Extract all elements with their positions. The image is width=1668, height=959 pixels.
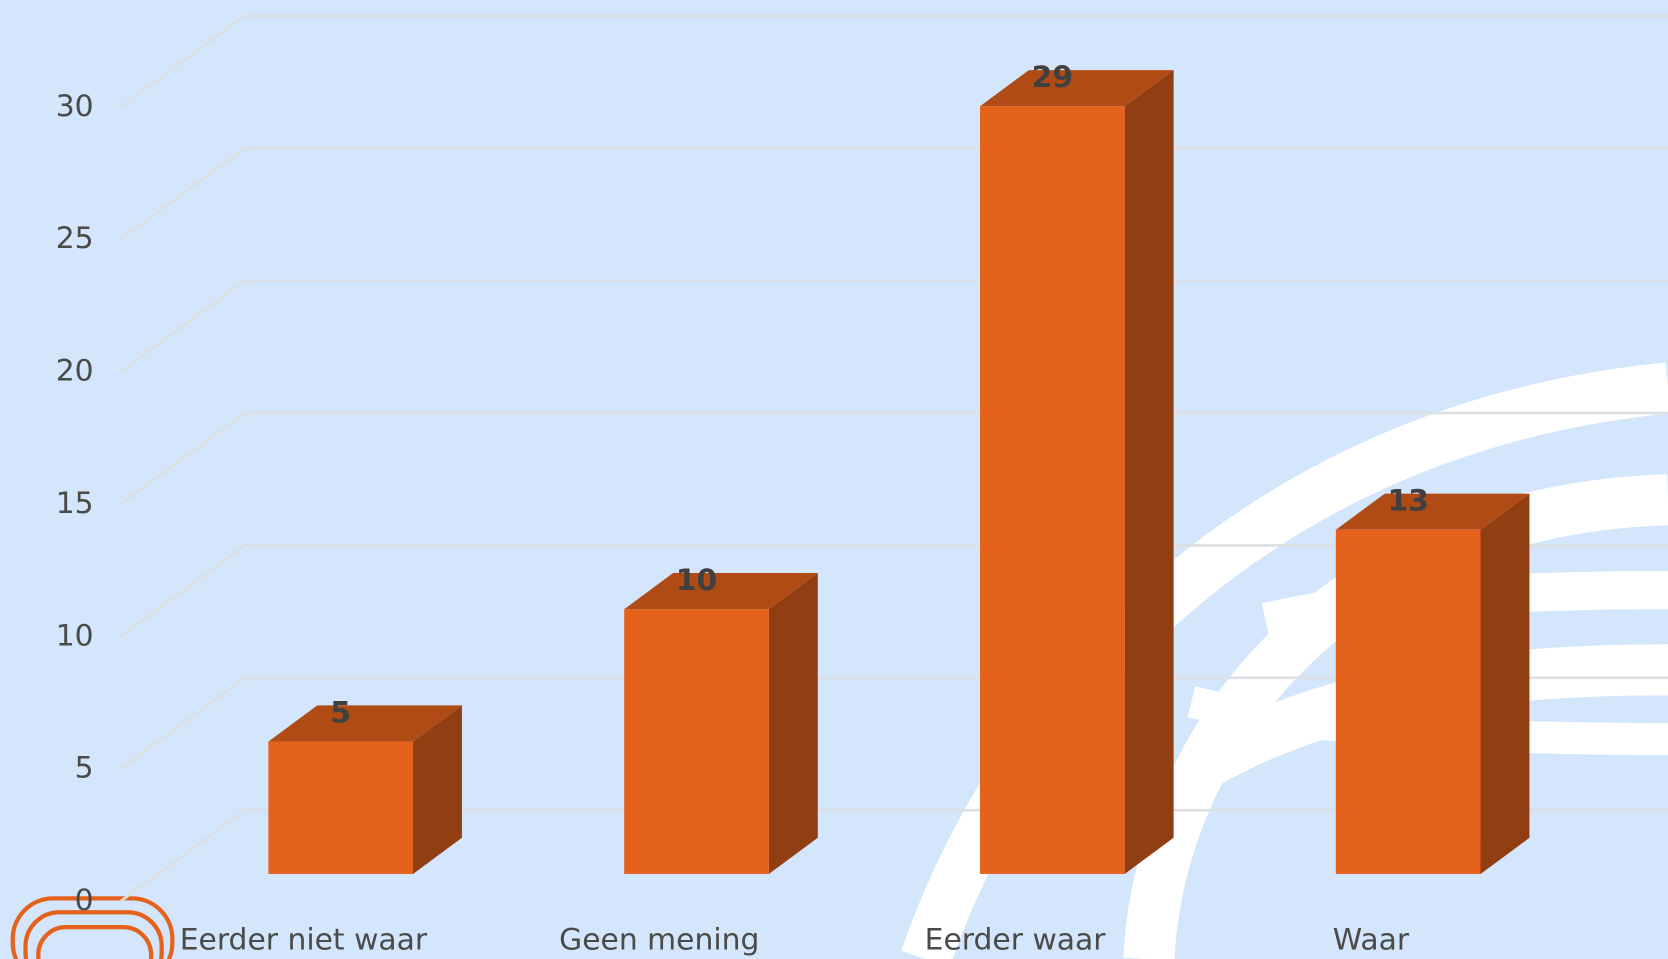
x-tick-label: Geen mening (559, 922, 759, 957)
bar (268, 741, 414, 874)
grid-line (119, 544, 1668, 638)
bar-top (1335, 493, 1530, 530)
y-tick-label: 5 (75, 751, 94, 786)
bar-top (624, 573, 818, 610)
bar-top (268, 705, 462, 742)
y-tick-label: 10 (56, 618, 94, 653)
bar-side (768, 573, 818, 874)
data-label: 13 (1387, 484, 1428, 519)
logo (10, 896, 175, 959)
bar (980, 106, 1125, 874)
grid-line (119, 146, 1668, 241)
grid-line (119, 808, 1668, 903)
bar (1335, 529, 1481, 874)
x-tick-label: Waar (1333, 922, 1410, 957)
x-tick-label: Eerder waar (925, 922, 1107, 957)
y-tick-label: 15 (56, 486, 94, 521)
x-tick-label: Eerder niet waar (180, 922, 428, 957)
bar-side (1480, 493, 1530, 874)
y-tick-label: 0 (75, 883, 94, 918)
grid-line (119, 411, 1668, 506)
y-tick-label: 30 (56, 89, 94, 124)
grid-line (119, 676, 1668, 771)
bar-side (413, 705, 462, 874)
bar (624, 609, 769, 874)
grid-line (119, 279, 1668, 374)
plot-area: 0 5 10 15 20 25 30 5 Eerder niet waar 10 Geen meni… (56, 14, 1668, 957)
data-label: 5 (330, 695, 351, 730)
data-label: 10 (676, 563, 717, 598)
data-label: 29 (1032, 60, 1073, 95)
grid-line (119, 14, 1668, 109)
y-tick-label: 20 (56, 354, 94, 389)
bar-top (980, 70, 1174, 107)
y-tick-label: 25 (56, 221, 94, 256)
bar-side (1124, 70, 1174, 874)
